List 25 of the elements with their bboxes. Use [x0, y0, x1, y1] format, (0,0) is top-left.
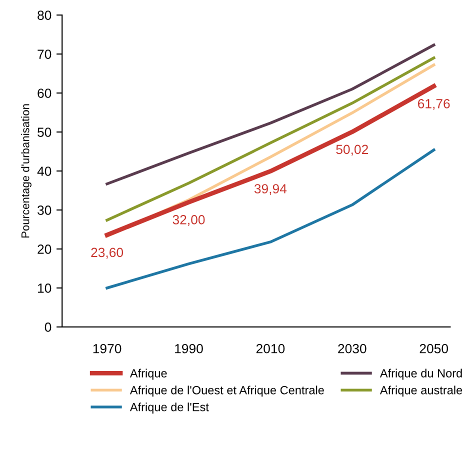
- x-tick-label: 1970: [93, 344, 122, 354]
- x-tick-label: 1990: [175, 344, 203, 354]
- y-tick-label: 30: [38, 206, 52, 215]
- legend-label: Afrique de l'Est: [130, 402, 209, 414]
- x-tick-label: 2010: [256, 344, 285, 354]
- x-tick-label: 2030: [338, 344, 366, 354]
- legend-label: Afrique australe: [380, 386, 462, 397]
- data-label: 61,76: [418, 99, 450, 110]
- y-tick-label: 50: [38, 128, 52, 137]
- data-label: 39,94: [254, 184, 287, 195]
- y-tick-label: 60: [38, 88, 52, 98]
- y-tick-label: 20: [38, 244, 52, 254]
- data-label: 32,00: [172, 215, 205, 226]
- y-tick-label: 80: [38, 10, 52, 20]
- y-axis-title: Pourcentage d'urbanisation: [21, 104, 32, 238]
- y-tick-label: 0: [44, 322, 52, 332]
- y-tick-label: 70: [38, 50, 52, 59]
- legend-label: Afrique: [130, 368, 167, 380]
- data-label: 23,60: [91, 248, 124, 259]
- legend-label: Afrique du Nord: [380, 368, 462, 380]
- x-tick-label: 2050: [420, 344, 448, 354]
- legend-label: Afrique de l'Ouest et Afrique Centrale: [130, 386, 324, 397]
- data-label: 50,02: [336, 144, 368, 156]
- y-tick-label: 40: [37, 166, 52, 176]
- y-tick-label: 10: [38, 284, 52, 293]
